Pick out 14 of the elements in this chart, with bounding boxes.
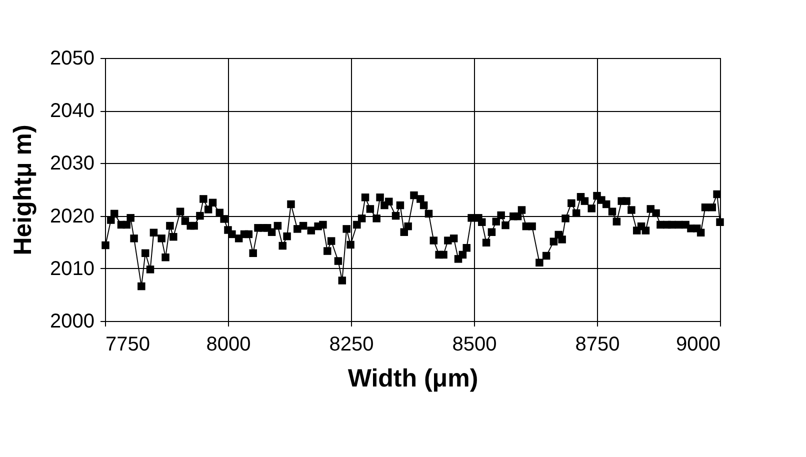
- x-tick-label: 8250: [329, 334, 374, 356]
- y-tick-label: 2000: [50, 310, 94, 332]
- x-tick-label: 9000: [676, 334, 720, 356]
- x-axis-title: Width (μm): [348, 364, 478, 392]
- y-tick-label: 2050: [50, 48, 94, 70]
- y-axis-title: Heightμ m): [9, 124, 38, 256]
- x-tick-label: 8750: [575, 334, 620, 356]
- y-tick-label: 2010: [50, 258, 94, 280]
- y-tick-label: 2030: [50, 152, 94, 175]
- x-tick-label: 8000: [206, 334, 251, 356]
- x-tick-label: 8500: [452, 334, 497, 356]
- x-tick-label: 7750: [106, 334, 150, 356]
- y-tick-label: 2020: [50, 205, 94, 228]
- y-tick-label: 2040: [50, 100, 94, 122]
